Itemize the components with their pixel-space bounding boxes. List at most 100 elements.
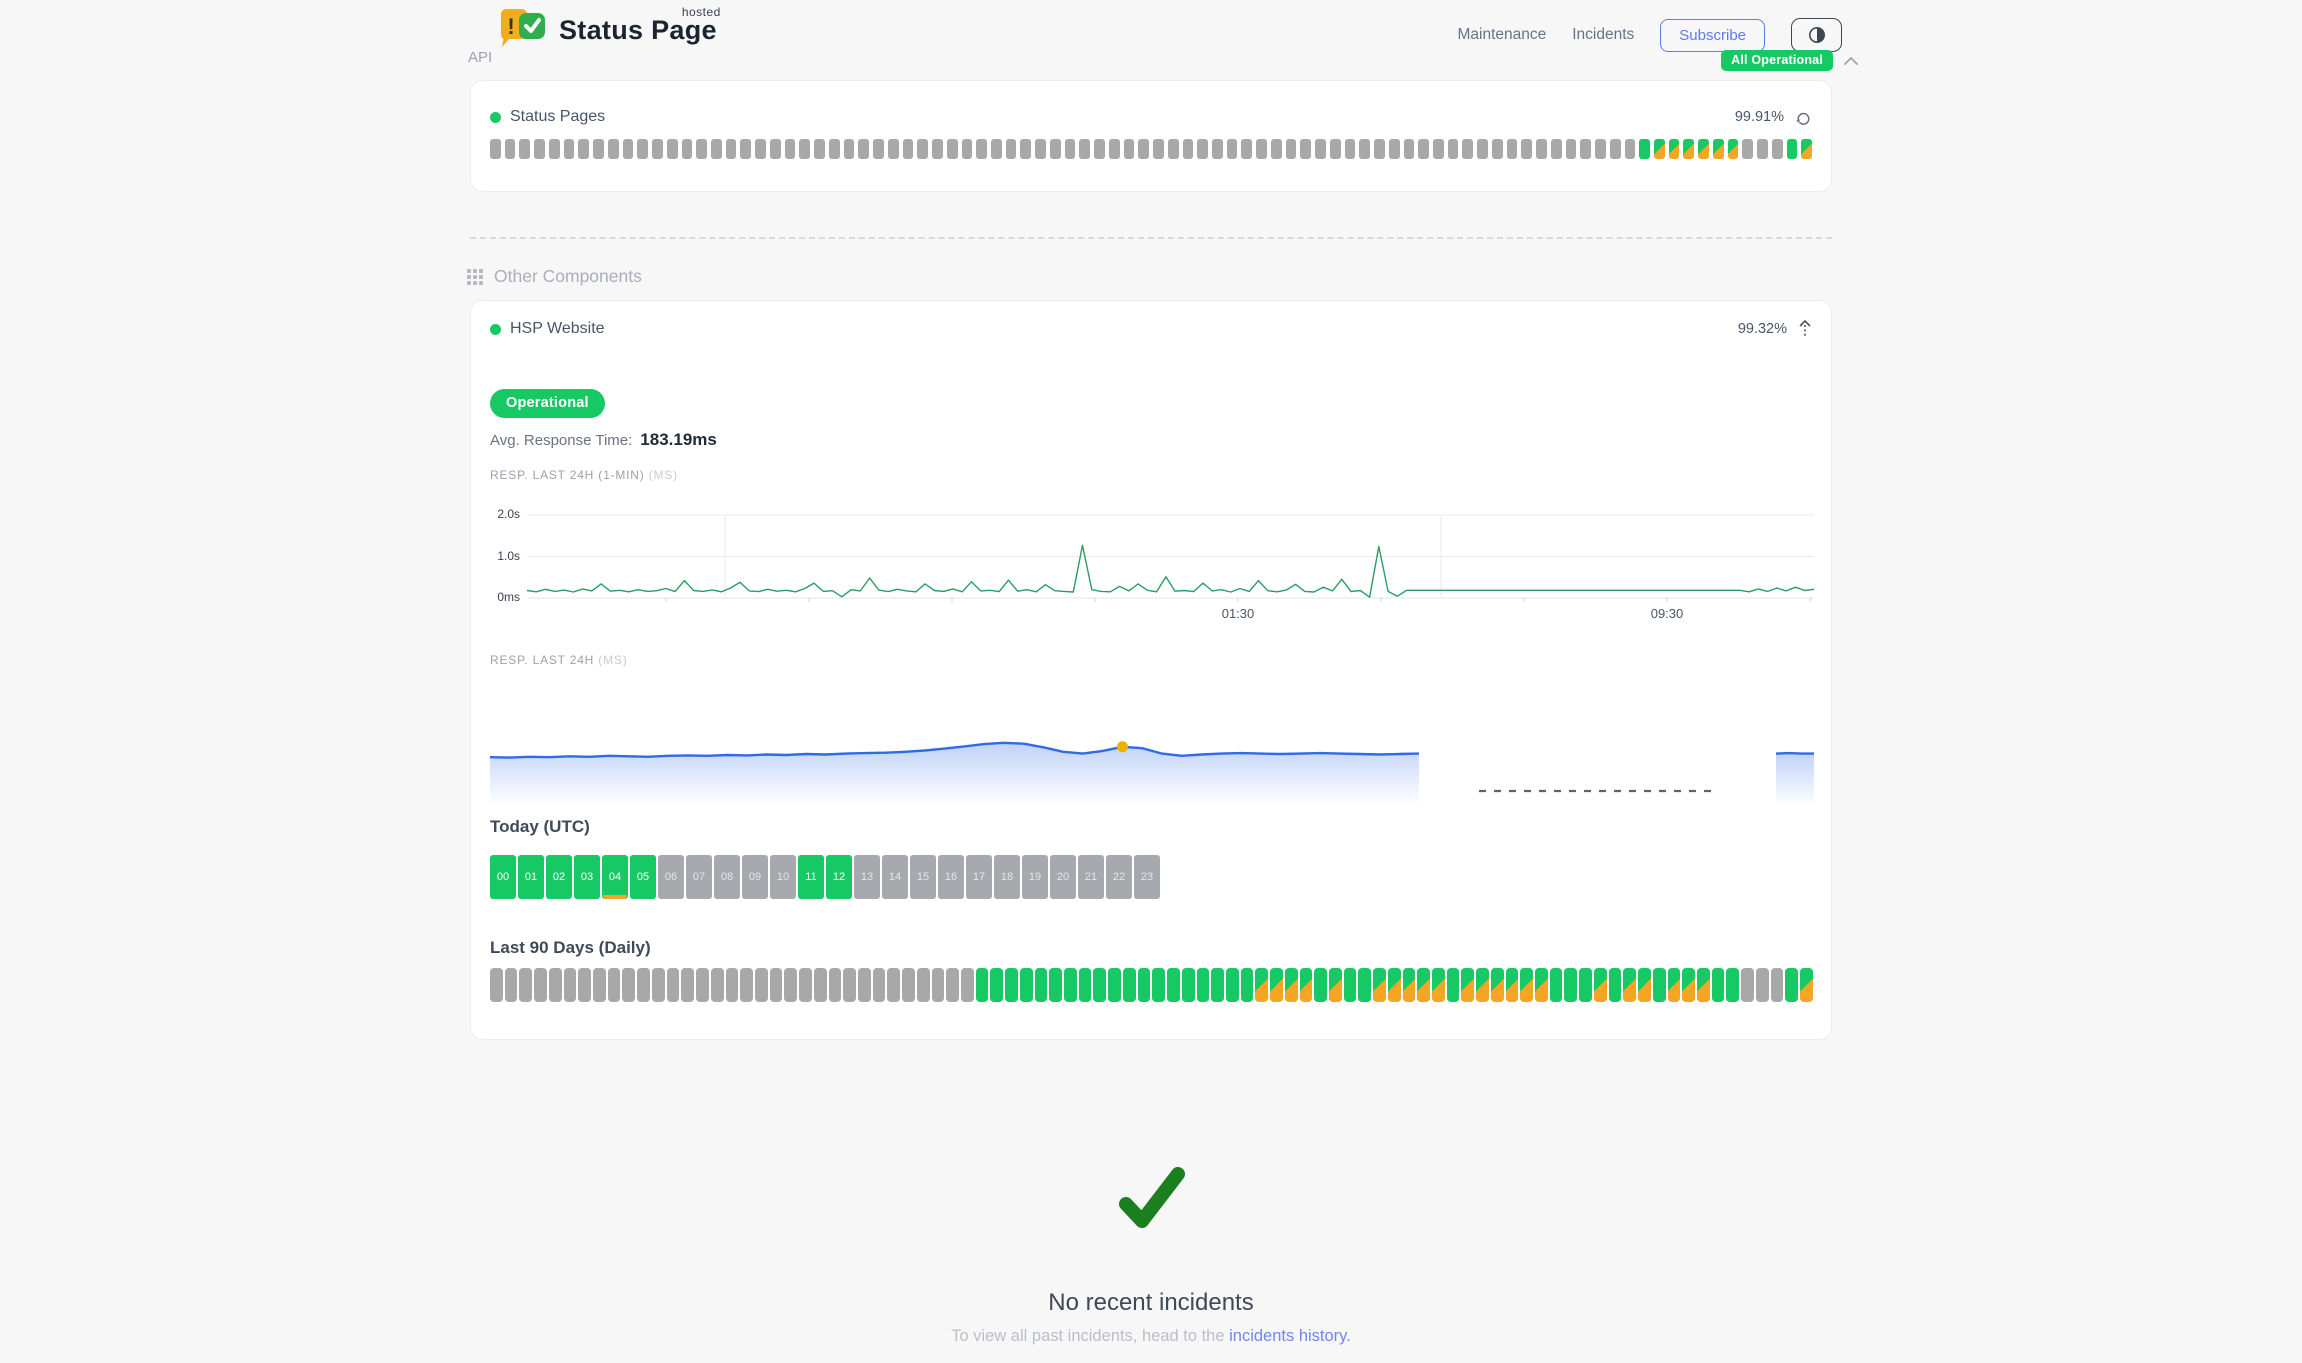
uptime-bar[interactable] [622,139,634,159]
uptime-bar[interactable] [1211,968,1224,1002]
chevron-up-icon[interactable] [1842,54,1860,68]
uptime-bar[interactable] [784,139,796,159]
uptime-bar[interactable] [740,139,752,159]
uptime-bar[interactable] [1256,139,1267,159]
uptime-bar[interactable] [1093,968,1107,1002]
uptime-bar[interactable] [1682,968,1695,1002]
uptime-bar[interactable] [1727,139,1739,159]
uptime-bar[interactable] [740,968,753,1002]
uptime-bar[interactable] [1580,139,1592,159]
uptime-bar[interactable] [725,139,737,159]
uptime-bar[interactable] [1799,968,1813,1002]
uptime-bar[interactable] [1005,139,1017,159]
uptime-bar[interactable] [1654,139,1665,159]
uptime-bar[interactable] [1373,968,1386,1002]
uptime-bar[interactable] [1757,139,1768,159]
uptime-bar[interactable] [1506,139,1518,159]
uptime-bar[interactable] [931,968,945,1002]
uptime-bar[interactable] [1005,968,1018,1002]
uptime-bar[interactable] [548,139,560,159]
uptime-bar[interactable] [990,139,1002,159]
uptime-bar[interactable] [519,968,533,1002]
uptime-bar[interactable] [1034,968,1048,1002]
uptime-bar[interactable] [1712,139,1724,159]
hour-block[interactable]: 21 [1078,855,1104,899]
uptime-bar[interactable] [1387,968,1401,1002]
uptime-bar[interactable] [1418,139,1429,159]
hour-block[interactable]: 08 [714,855,740,899]
uptime-bar[interactable] [578,968,592,1002]
uptime-bar[interactable] [1638,968,1651,1002]
uptime-bar[interactable] [1079,139,1091,159]
uptime-bar[interactable] [887,139,899,159]
uptime-bar[interactable] [769,139,781,159]
uptime-bar[interactable] [1667,968,1681,1002]
uptime-bar[interactable] [828,139,840,159]
nav-incidents[interactable]: Incidents [1572,26,1635,43]
uptime-bar[interactable] [1490,968,1504,1002]
uptime-bar[interactable] [548,968,562,1002]
uptime-bar[interactable] [1094,139,1105,159]
uptime-bar[interactable] [887,968,901,1002]
uptime-bar[interactable] [1593,968,1607,1002]
hour-block[interactable]: 03 [574,855,600,899]
hour-block[interactable]: 00 [490,855,516,899]
uptime-bar[interactable] [1152,968,1166,1002]
uptime-bar[interactable] [1742,139,1754,159]
response-time-line-chart[interactable]: 2.0s 1.0s 0ms 01:30 09:30 [490,507,1814,622]
uptime-bar[interactable] [1608,968,1622,1002]
uptime-bar[interactable] [1564,968,1578,1002]
uptime-bar[interactable] [1315,139,1326,159]
uptime-bar[interactable] [490,968,503,1002]
hour-block[interactable]: 13 [854,855,880,899]
uptime-bar[interactable] [1064,968,1077,1002]
uptime-bar[interactable] [1035,139,1046,159]
uptime-bar[interactable] [902,139,914,159]
uptime-bar[interactable] [1359,139,1371,159]
uptime-bar[interactable] [916,968,930,1002]
uptime-bar[interactable] [651,968,665,1002]
uptime-bar[interactable] [1755,968,1769,1002]
uptime-bar[interactable] [1314,968,1327,1002]
uptime-bar[interactable] [1241,139,1253,159]
uptime-bar[interactable] [1535,968,1548,1002]
uptime-bar[interactable] [1639,139,1651,159]
hour-block[interactable]: 04 [602,855,628,899]
uptime-bar[interactable] [784,968,798,1002]
hour-block[interactable]: 05 [630,855,656,899]
uptime-bar[interactable] [990,968,1004,1002]
uptime-bar[interactable] [1462,139,1474,159]
uptime-bar[interactable] [652,139,663,159]
uptime-bar[interactable] [1078,968,1092,1002]
uptime-bar[interactable] [1696,968,1710,1002]
theme-toggle-button[interactable] [1791,18,1842,52]
hour-block[interactable]: 09 [742,855,768,899]
uptime-bar[interactable] [799,139,811,159]
uptime-bar[interactable] [961,968,974,1002]
uptime-bar[interactable] [872,968,886,1002]
uptime-bar[interactable] [1211,139,1223,159]
hour-block[interactable]: 06 [658,855,684,899]
uptime-bar[interactable] [1609,139,1621,159]
uptime-bar[interactable] [1521,139,1533,159]
uptime-bar[interactable] [1698,139,1709,159]
uptime-bar[interactable] [1020,139,1032,159]
uptime-bar[interactable] [637,968,650,1002]
uptime-bar[interactable] [769,968,783,1002]
uptime-bar[interactable] [843,968,856,1002]
uptime-bar[interactable] [1770,968,1784,1002]
uptime-bar[interactable] [1446,968,1460,1002]
hour-block[interactable]: 10 [770,855,796,899]
uptime-bar[interactable] [696,968,709,1002]
uptime-bar[interactable] [593,968,606,1002]
hour-block[interactable]: 19 [1022,855,1048,899]
uptime-bar[interactable] [946,139,958,159]
uptime-bar[interactable] [1595,139,1606,159]
uptime-bar[interactable] [1771,139,1783,159]
uptime-bar[interactable] [1711,968,1725,1002]
uptime-bar[interactable] [1138,139,1150,159]
uptime-bar[interactable] [1240,968,1254,1002]
hour-block[interactable]: 18 [994,855,1020,899]
uptime-bar[interactable] [534,139,545,159]
uptime-bar[interactable] [1447,139,1459,159]
